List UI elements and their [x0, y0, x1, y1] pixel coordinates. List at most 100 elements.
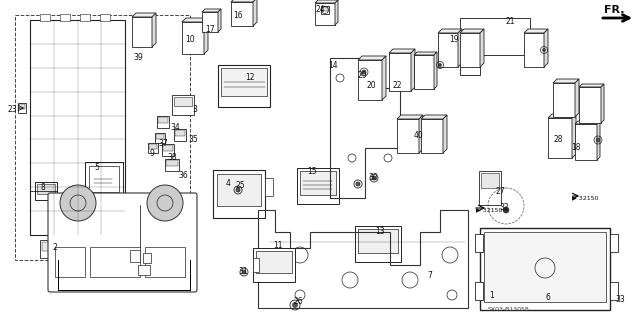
Bar — [163, 145, 173, 151]
Bar — [19, 104, 25, 109]
Polygon shape — [204, 18, 208, 54]
Polygon shape — [382, 56, 386, 100]
Text: 37: 37 — [158, 139, 168, 148]
Text: 4: 4 — [225, 179, 230, 188]
Circle shape — [60, 185, 96, 221]
Bar — [156, 134, 164, 139]
Text: 23: 23 — [7, 106, 17, 115]
Bar — [265, 178, 273, 196]
Bar — [37, 184, 55, 194]
Polygon shape — [572, 114, 576, 158]
Text: 1: 1 — [490, 292, 494, 300]
Polygon shape — [218, 9, 221, 32]
Polygon shape — [575, 79, 579, 117]
Bar — [138, 265, 150, 275]
Polygon shape — [182, 18, 208, 22]
Text: 21: 21 — [505, 18, 515, 27]
Polygon shape — [553, 79, 579, 83]
Polygon shape — [389, 49, 415, 53]
Bar — [132, 17, 152, 47]
Bar — [162, 144, 174, 156]
Circle shape — [356, 182, 360, 186]
Bar — [172, 95, 194, 115]
Bar — [300, 171, 336, 195]
Bar — [421, 119, 443, 153]
Polygon shape — [434, 52, 437, 89]
Polygon shape — [397, 115, 423, 119]
Bar — [256, 251, 292, 273]
Text: 28: 28 — [553, 135, 563, 145]
Polygon shape — [315, 0, 338, 3]
Bar — [182, 22, 204, 54]
Polygon shape — [458, 29, 462, 67]
Text: 12: 12 — [245, 74, 255, 83]
Bar — [610, 282, 618, 300]
Circle shape — [147, 185, 183, 221]
Text: 24: 24 — [315, 5, 325, 14]
Polygon shape — [575, 121, 600, 124]
Text: 22: 22 — [392, 81, 402, 90]
Bar — [575, 124, 597, 160]
Circle shape — [543, 49, 545, 52]
Text: 11: 11 — [273, 242, 283, 251]
Bar — [479, 171, 501, 205]
Bar — [217, 174, 261, 206]
Bar — [145, 247, 185, 277]
Bar — [253, 248, 295, 282]
Bar — [438, 33, 458, 67]
Bar — [55, 247, 85, 277]
Bar — [231, 2, 253, 26]
Text: 31: 31 — [238, 268, 248, 276]
Bar — [35, 182, 57, 200]
Text: 25: 25 — [235, 180, 245, 189]
Polygon shape — [419, 115, 423, 153]
Bar — [165, 159, 179, 171]
Circle shape — [236, 188, 240, 192]
Text: 34: 34 — [170, 124, 180, 132]
Polygon shape — [411, 49, 415, 91]
Bar — [484, 232, 606, 302]
Bar — [358, 229, 398, 253]
Polygon shape — [335, 0, 338, 25]
Bar — [321, 6, 329, 14]
Bar — [18, 103, 26, 113]
Text: 15: 15 — [307, 167, 317, 177]
Polygon shape — [438, 29, 462, 33]
Text: 20: 20 — [366, 81, 376, 90]
Bar — [148, 143, 158, 153]
Polygon shape — [443, 115, 447, 153]
Text: 18: 18 — [572, 143, 580, 153]
Bar — [218, 65, 270, 107]
Bar — [579, 87, 601, 123]
Bar — [175, 130, 185, 136]
Bar — [481, 173, 499, 188]
Bar — [475, 234, 483, 252]
Polygon shape — [548, 114, 576, 118]
Text: 3: 3 — [193, 106, 197, 115]
Bar — [213, 170, 265, 218]
Bar — [355, 226, 401, 262]
Circle shape — [362, 70, 366, 74]
Text: 19: 19 — [449, 36, 459, 44]
Polygon shape — [524, 29, 548, 33]
Bar — [460, 33, 480, 67]
Bar — [157, 116, 169, 128]
Text: FR.: FR. — [604, 5, 625, 15]
Bar — [358, 60, 382, 100]
Polygon shape — [231, 0, 257, 2]
Text: 32: 32 — [499, 204, 509, 212]
Bar — [524, 33, 544, 67]
Polygon shape — [202, 9, 221, 12]
Circle shape — [596, 138, 600, 142]
Text: 39: 39 — [133, 53, 143, 62]
Bar — [475, 282, 483, 300]
Polygon shape — [480, 29, 484, 67]
Circle shape — [242, 270, 246, 274]
Bar — [389, 53, 411, 91]
Bar — [322, 7, 328, 11]
Text: 13: 13 — [375, 228, 385, 236]
Text: ▶ 32150: ▶ 32150 — [476, 207, 502, 212]
Bar — [397, 119, 419, 153]
Text: SX03-B13058: SX03-B13058 — [488, 307, 530, 312]
Polygon shape — [597, 121, 600, 160]
